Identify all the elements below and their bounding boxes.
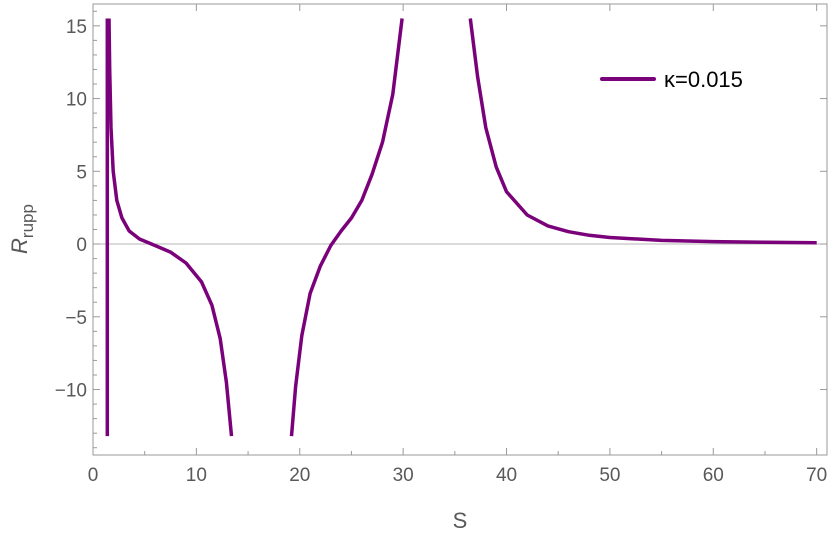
x-tick-label: 50 [599, 465, 620, 486]
y-axis-title: Rrupp [7, 204, 37, 254]
x-axis-title: S [453, 508, 468, 533]
x-tick-label: 40 [496, 465, 517, 486]
y-tick-label: 5 [76, 162, 87, 183]
y-tick-label: 10 [66, 90, 87, 111]
y-tick-label: 15 [66, 17, 87, 38]
svg-text:Rrupp: Rrupp [7, 204, 37, 254]
y-axis-title-main: R [7, 238, 32, 254]
series-curve-segment-4 [468, 18, 817, 245]
series-curve-segment-2 [107, 18, 234, 437]
y-tick-label: 0 [76, 235, 87, 256]
ticks-layer: 0 10 20 30 40 50 60 70 −10 −5 0 5 10 15 [55, 4, 827, 486]
series-layer [105, 18, 817, 437]
x-tick-label: 0 [88, 465, 99, 486]
x-tick-label: 20 [289, 465, 310, 486]
legend-label-kappa: κ=0.015 [664, 67, 743, 92]
x-tick-label: 10 [186, 465, 207, 486]
y-tick-label: −10 [55, 381, 87, 402]
y-tick-label: −5 [65, 308, 87, 329]
legend: κ=0.015 [600, 67, 743, 92]
x-tick-label: 70 [806, 465, 827, 486]
x-tick-label: 30 [393, 465, 414, 486]
y-axis-title-subscript: rupp [18, 204, 37, 238]
series-curve-segment-3 [289, 18, 404, 437]
x-tick-label: 60 [703, 465, 724, 486]
